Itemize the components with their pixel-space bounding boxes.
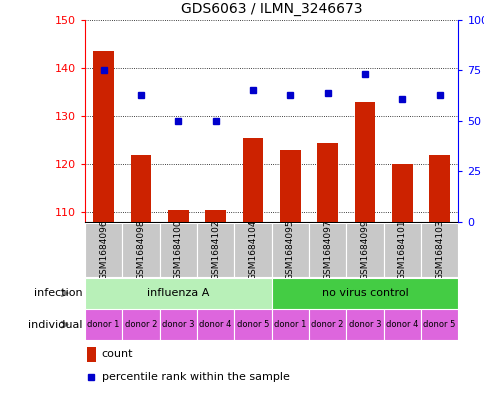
Bar: [346, 223, 383, 277]
Bar: [85, 278, 271, 309]
Bar: [93, 51, 114, 222]
Text: donor 4: donor 4: [199, 320, 231, 329]
Text: GSM1684097: GSM1684097: [322, 220, 332, 280]
Bar: [159, 223, 197, 277]
Bar: [391, 164, 412, 222]
Bar: [354, 101, 375, 222]
Bar: [308, 223, 346, 277]
Bar: [234, 223, 271, 277]
Bar: [346, 309, 383, 340]
Bar: [420, 223, 457, 277]
Bar: [279, 150, 300, 222]
Text: donor 3: donor 3: [162, 320, 194, 329]
Text: donor 1: donor 1: [273, 320, 306, 329]
Text: donor 2: donor 2: [124, 320, 157, 329]
Bar: [271, 223, 308, 277]
Bar: [197, 309, 234, 340]
Title: GDS6063 / ILMN_3246673: GDS6063 / ILMN_3246673: [181, 2, 362, 16]
Bar: [308, 309, 346, 340]
Text: donor 5: donor 5: [236, 320, 269, 329]
Text: GSM1684100: GSM1684100: [173, 220, 182, 280]
Text: count: count: [102, 349, 133, 359]
Bar: [85, 223, 122, 277]
Text: donor 2: donor 2: [311, 320, 343, 329]
Bar: [420, 309, 457, 340]
Bar: [428, 154, 449, 222]
Text: donor 1: donor 1: [87, 320, 120, 329]
Text: infection: infection: [34, 288, 82, 298]
Bar: [271, 278, 457, 309]
Text: individual: individual: [28, 320, 82, 330]
Bar: [317, 143, 337, 222]
Text: GSM1684102: GSM1684102: [211, 220, 220, 280]
Text: GSM1684095: GSM1684095: [285, 220, 294, 280]
Text: GSM1684096: GSM1684096: [99, 220, 108, 280]
Text: GSM1684101: GSM1684101: [397, 220, 406, 280]
Text: donor 5: donor 5: [423, 320, 455, 329]
Bar: [159, 309, 197, 340]
Text: GSM1684098: GSM1684098: [136, 220, 145, 280]
Bar: [242, 138, 263, 222]
Bar: [130, 154, 151, 222]
Bar: [383, 309, 420, 340]
Bar: [122, 309, 159, 340]
Text: GSM1684103: GSM1684103: [434, 220, 443, 280]
Text: influenza A: influenza A: [147, 288, 209, 298]
Bar: [234, 309, 271, 340]
Text: donor 3: donor 3: [348, 320, 380, 329]
Bar: [205, 210, 226, 222]
Text: GSM1684104: GSM1684104: [248, 220, 257, 280]
Bar: [85, 309, 122, 340]
Bar: [271, 309, 308, 340]
Bar: [167, 210, 188, 222]
Bar: [197, 223, 234, 277]
Text: percentile rank within the sample: percentile rank within the sample: [102, 372, 289, 382]
Bar: [122, 223, 159, 277]
Text: no virus control: no virus control: [321, 288, 408, 298]
Bar: [383, 223, 420, 277]
Text: GSM1684099: GSM1684099: [360, 220, 369, 280]
Text: donor 4: donor 4: [385, 320, 418, 329]
Bar: [87, 347, 96, 362]
